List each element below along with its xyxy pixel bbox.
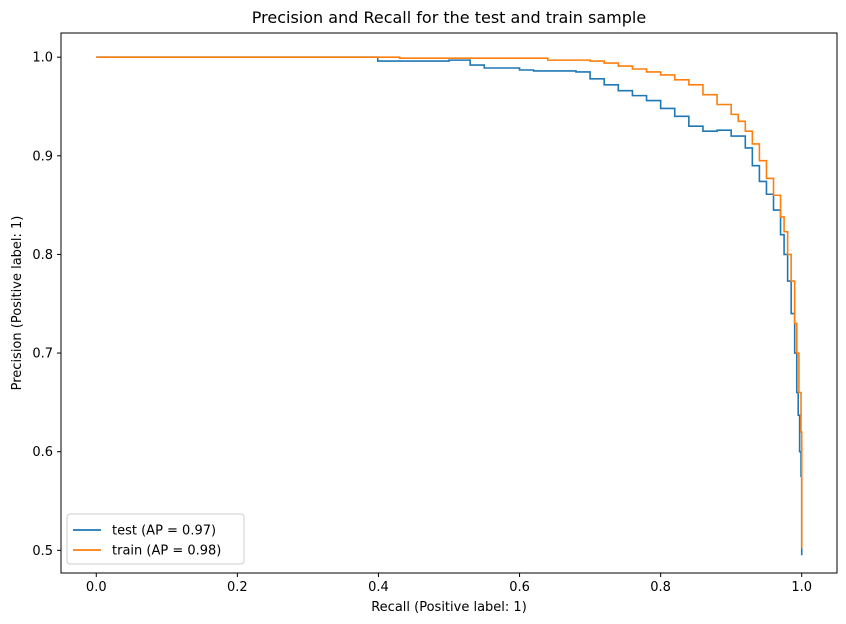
- y-tick-label: 1.0: [32, 51, 53, 66]
- y-tick-label: 0.8: [32, 248, 53, 263]
- y-axis-label: Precision (Positive label: 1): [10, 216, 25, 391]
- legend-box: [66, 513, 245, 565]
- x-tick-label: 0.6: [509, 580, 530, 595]
- chart-title: Precision and Recall for the test and tr…: [252, 8, 646, 27]
- x-tick-label: 0.4: [368, 580, 389, 595]
- y-tick-label: 0.9: [32, 149, 53, 164]
- series-line-train: [96, 56, 803, 549]
- x-axis-label: Recall (Positive label: 1): [371, 600, 527, 615]
- x-tick-label: 0.8: [650, 580, 671, 595]
- y-tick-label: 0.7: [32, 347, 53, 362]
- series-line-test: [96, 56, 803, 556]
- y-tick-label: 0.6: [32, 445, 53, 460]
- x-tick-label: 1.0: [791, 580, 812, 595]
- y-tick-label: 0.5: [32, 544, 53, 559]
- legend-label: train (AP = 0.98): [112, 544, 221, 559]
- x-tick-label: 0.0: [86, 580, 107, 595]
- legend-label: test (AP = 0.97): [112, 524, 216, 539]
- plot-frame: [60, 32, 838, 574]
- x-tick-label: 0.2: [227, 580, 248, 595]
